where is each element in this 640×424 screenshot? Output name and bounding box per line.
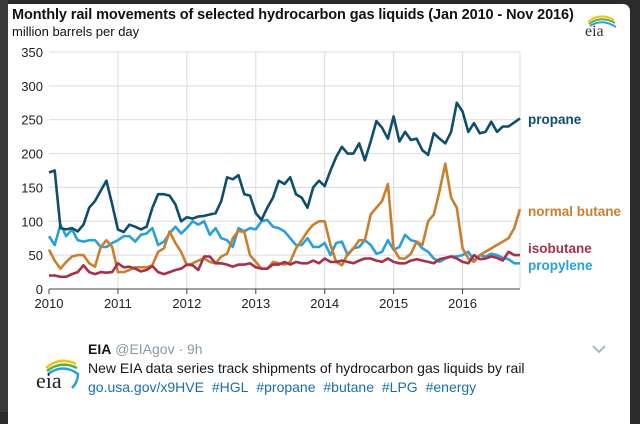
y-tick-label: 100 (21, 214, 43, 229)
legend-label-propane: propane (528, 112, 582, 127)
background-panel (0, 0, 8, 412)
tweet-text: New EIA data series track shipments of h… (88, 360, 525, 376)
eia-logo-text: eia (585, 23, 604, 38)
y-tick-label: 250 (21, 113, 43, 128)
series-line-propane (48, 101, 521, 234)
avatar-logo-text: eia (36, 368, 62, 392)
tweet-card[interactable]: Monthly rail movements of selected hydro… (8, 4, 630, 424)
tweet-link[interactable]: go.usa.gov/x9HVE (88, 379, 204, 395)
series-line-normal-butane (47, 162, 522, 274)
y-tick-label: 300 (21, 79, 43, 94)
tweet-links: go.usa.gov/x9HVE #HGL #propane #butane #… (88, 379, 480, 395)
x-tick-label: 2010 (35, 296, 64, 311)
hashtag[interactable]: #LPG (381, 379, 418, 395)
x-tick-label: 2014 (310, 296, 339, 311)
hashtag[interactable]: #butane (323, 379, 374, 395)
chart-title: Monthly rail movements of selected hydro… (12, 7, 574, 23)
chevron-down-icon[interactable] (592, 344, 606, 354)
series-line-propylene (47, 218, 520, 265)
hashtag[interactable]: #propane (256, 379, 316, 395)
tweet-actions-bar (88, 408, 388, 416)
series-line-isobutane (49, 250, 520, 279)
eia-logo-icon: eia (585, 15, 617, 38)
chart-subtitle: million barrels per day (12, 24, 140, 39)
tweet-handle[interactable]: @EIAgov · 9h (115, 341, 203, 357)
hashtag[interactable]: #HGL (211, 379, 249, 395)
hashtag[interactable]: #energy (425, 379, 477, 395)
x-tick-label: 2011 (104, 296, 132, 311)
tweet-author-name[interactable]: EIA (88, 341, 112, 357)
legend-label-normal-butane: normal butane (528, 204, 622, 219)
y-tick-label: 350 (21, 45, 43, 60)
x-tick-label: 2012 (172, 296, 201, 311)
x-tick-label: 2015 (379, 296, 408, 311)
x-tick-label: 2013 (241, 296, 270, 311)
legend-label-isobutane: isobutane (528, 241, 592, 256)
line-chart: 0 50 100 150 200 250 300 350 2010 2011 2012 2013 201… (21, 45, 622, 311)
y-tick-label: 50 (29, 248, 43, 263)
eia-avatar-icon[interactable]: eia (34, 352, 82, 392)
legend-label-propylene: propylene (528, 258, 593, 273)
y-tick-label: 150 (21, 180, 43, 195)
x-tick-label: 2016 (448, 296, 477, 311)
y-tick-label: 0 (36, 282, 43, 297)
y-tick-label: 200 (21, 147, 43, 162)
tweet-header: EIA @EIAgov · 9h (88, 341, 203, 357)
